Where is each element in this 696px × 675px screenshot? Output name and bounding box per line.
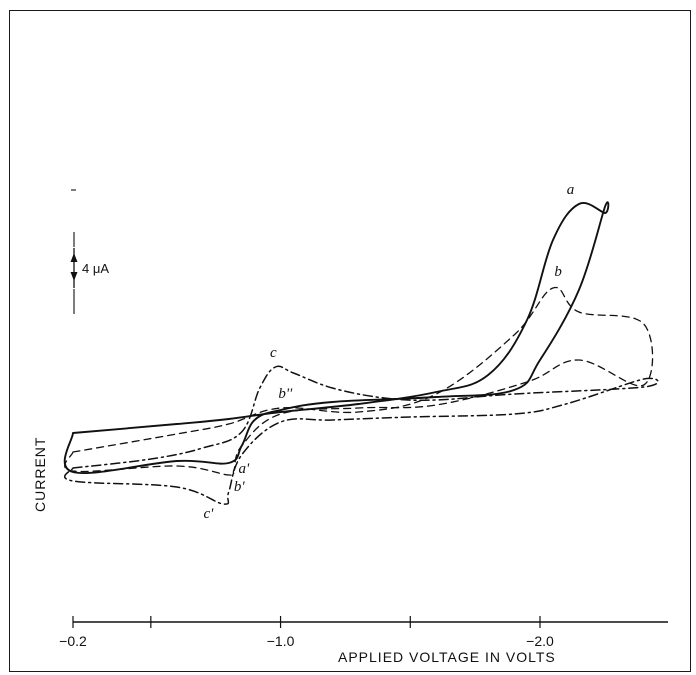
annotation-label: b	[554, 264, 562, 280]
x-axis-label: APPLIED VOLTAGE IN VOLTS	[338, 649, 556, 665]
curve-b	[64, 286, 654, 476]
x-tick-label: −0.2	[59, 633, 87, 649]
annotation-label: b'	[234, 479, 246, 495]
scale-bar-arrow-down-icon	[70, 253, 78, 262]
annotation-label: b''	[278, 386, 293, 402]
x-tick-label: −1.0	[267, 633, 295, 649]
annotation-label: a'	[238, 461, 250, 477]
scale-bar-arrow-up-icon	[70, 272, 78, 281]
x-axis-tick-labels: −0.2 −1.0 −2.0	[59, 633, 554, 649]
x-tick-label: −2.0	[526, 633, 554, 649]
scale-bar-label: 4 μA	[82, 261, 109, 276]
annotation-label: c	[270, 345, 277, 361]
chart-frame	[9, 10, 691, 672]
curve-a	[63, 201, 610, 474]
x-axis-ticks	[72, 616, 541, 628]
annotation-label: c'	[203, 506, 214, 522]
current-scale-bar: 4 μA	[70, 189, 109, 314]
annotation-label: a	[567, 182, 575, 198]
curve-c	[64, 365, 659, 505]
y-axis-label: CURRENT	[32, 437, 48, 512]
curves-group	[63, 201, 659, 505]
curve-annotations: a b c b'' a' b' c'	[203, 182, 574, 522]
x-axis: −0.2 −1.0 −2.0 APPLIED VOLTAGE IN VOLTS	[59, 616, 668, 665]
